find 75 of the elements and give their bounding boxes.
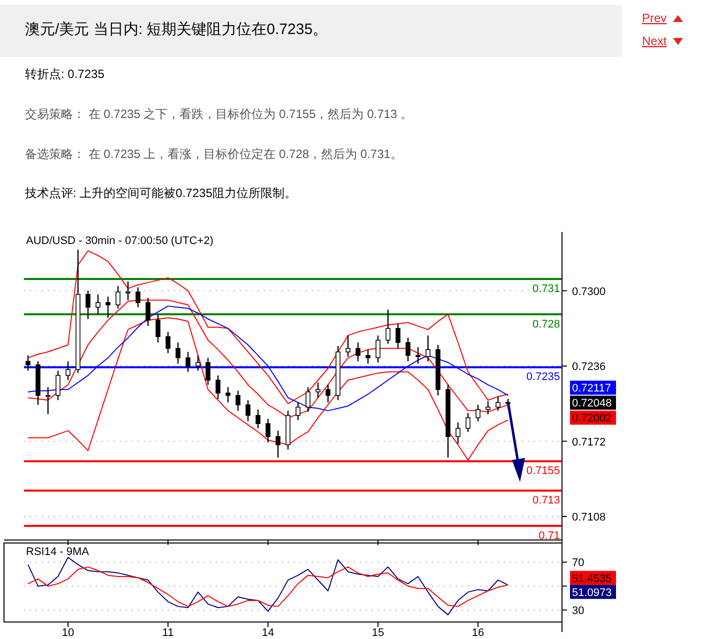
ref-line-label: 0.71 <box>538 530 560 542</box>
line-series <box>28 566 508 607</box>
candlestick <box>86 290 90 320</box>
candlestick <box>306 386 310 412</box>
ref-line-label: 0.713 <box>532 494 560 507</box>
candlestick <box>206 357 210 386</box>
candlestick <box>196 354 200 372</box>
candlestick <box>416 346 420 364</box>
candlestick <box>66 360 70 381</box>
candlestick <box>376 334 380 364</box>
candlestick <box>296 402 300 421</box>
y-tick-label: 0.7300 <box>572 286 606 298</box>
x-tick-label: 14 <box>262 627 274 639</box>
candlestick <box>186 351 190 372</box>
text: 技术点评: 上升的空间可能被0.7235阻力位所限制。 <box>24 186 296 200</box>
candlestick <box>146 297 150 327</box>
text: 0.72002 <box>572 412 612 425</box>
candlestick <box>156 314 160 344</box>
candlestick <box>406 337 410 362</box>
candlestick <box>456 422 460 444</box>
y-tick-label: 0.7236 <box>572 361 606 374</box>
candlestick <box>346 334 350 358</box>
candlestick <box>486 400 490 415</box>
candlestick <box>46 386 50 415</box>
text: 备选策略： 在 0.7235 上，看涨，目标价位定在 0.728，然后为 0.731。 <box>25 147 402 161</box>
candlestick <box>126 280 130 301</box>
text: 0.72117 <box>572 382 611 395</box>
candlestick <box>496 396 500 412</box>
text: Prev <box>642 11 667 25</box>
x-tick-label: 15 <box>372 627 384 639</box>
candlestick <box>466 412 470 432</box>
text: Next <box>642 34 668 48</box>
text: 交易策略： 在 0.7235 之下，看跌，目标价位为 0.7155，然后为 0.713 。 <box>25 107 412 121</box>
ref-line-label: 0.731 <box>532 283 560 296</box>
text: 51.0973 <box>572 586 612 599</box>
chart-title: 澳元/美元 当日内: 短期关键阻力位在0.7235。 <box>25 21 328 38</box>
candlestick <box>236 390 240 412</box>
candlestick <box>216 374 220 400</box>
x-tick-label: 16 <box>472 627 484 639</box>
ref-line-label: 0.7155 <box>526 465 560 478</box>
ref-line-label: 0.728 <box>532 318 560 330</box>
line-series <box>28 556 508 616</box>
candlestick <box>366 348 370 364</box>
candlestick <box>256 408 260 429</box>
candlestick <box>56 370 60 401</box>
candlestick <box>276 430 280 458</box>
candlestick <box>266 418 270 444</box>
candlestick <box>396 323 400 349</box>
candlestick <box>426 334 430 362</box>
y-tick-label: 0.7172 <box>572 436 606 448</box>
candlestick <box>116 285 120 310</box>
y-tick-label: 30 <box>572 605 584 618</box>
x-tick-label: 11 <box>162 627 174 639</box>
text: 转折点: 0.7235 <box>25 67 105 81</box>
candlestick <box>316 382 320 398</box>
candlestick <box>26 354 30 372</box>
candlestick <box>226 386 230 404</box>
y-tick-label: 0.7108 <box>572 511 606 524</box>
text: 0.72048 <box>572 398 612 410</box>
chart-title: RSI14 - 9MA <box>26 546 90 558</box>
x-tick-label: 10 <box>62 627 74 639</box>
candlestick <box>326 384 330 404</box>
candlestick <box>386 308 390 344</box>
candlestick <box>96 294 100 315</box>
candlestick <box>356 342 360 362</box>
text: 51.4535 <box>572 572 612 585</box>
candlestick <box>166 331 170 354</box>
chart-subtitle: AUD/USD - 30min - 07:00:50 (UTC+2) <box>26 235 214 247</box>
candlestick <box>476 404 480 422</box>
candlestick <box>176 342 180 364</box>
y-tick-label: 70 <box>572 557 584 570</box>
candlestick <box>136 286 140 308</box>
candlestick <box>246 400 250 422</box>
ref-line-label: 0.7235 <box>526 371 560 384</box>
candlestick <box>106 296 110 318</box>
